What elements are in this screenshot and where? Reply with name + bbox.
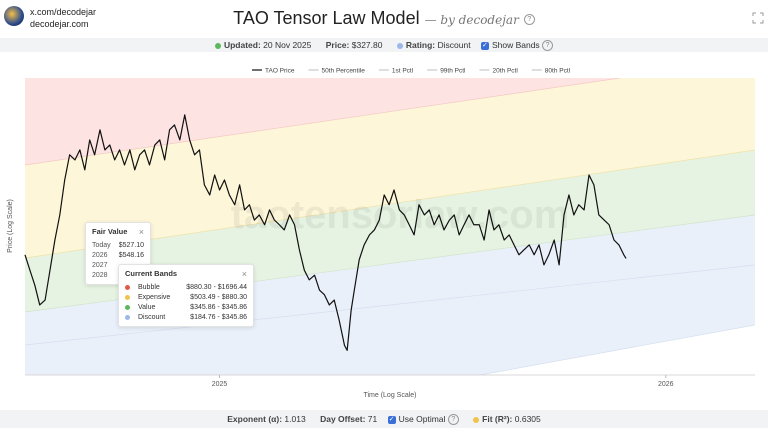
- fair-value-row: Today $527.10: [92, 240, 144, 250]
- band-dot: [125, 314, 130, 320]
- row-label: 2026: [92, 251, 108, 259]
- band-dot: [125, 304, 130, 310]
- row-label: Value: [138, 303, 156, 311]
- row-value: $548.16: [118, 251, 144, 259]
- legend-label: 80th Pctl: [545, 68, 571, 75]
- rating: Discount: [437, 40, 471, 50]
- popup-title: Fair Value: [92, 227, 128, 236]
- close-button[interactable]: ×: [138, 227, 144, 237]
- site-x[interactable]: x.com/decodejar: [30, 7, 97, 17]
- fair-value-row: 2028: [92, 270, 144, 280]
- status-dot: [214, 42, 221, 49]
- legend-label: TAO Price: [265, 68, 295, 75]
- updated-label: Updated:: [223, 40, 261, 50]
- expand-icon[interactable]: [752, 12, 764, 24]
- y-axis-label: Price (Log Scale): [7, 199, 14, 253]
- exponent-label: Exponent (α):: [227, 414, 283, 424]
- row-value: $345.86 - $345.86: [190, 303, 247, 311]
- band-edge: [25, 264, 755, 346]
- day-offset: 71: [367, 414, 378, 424]
- close-button[interactable]: ×: [241, 269, 247, 279]
- show-bands-checkbox[interactable]: ✓: [480, 41, 489, 50]
- fair-value-row: 2026 $548.16: [92, 250, 144, 260]
- help-icon[interactable]: ?: [542, 40, 554, 52]
- row-label: 2028: [92, 271, 108, 279]
- row-label: Today: [92, 241, 111, 249]
- status-bar: Updated: 20 Nov 2025 Price: $327.80 Rati…: [0, 38, 768, 52]
- show-bands[interactable]: Show Bands: [491, 40, 540, 50]
- updated: 20 Nov 2025: [263, 40, 312, 50]
- help-icon[interactable]: ?: [447, 414, 459, 426]
- fit-dot: [473, 416, 480, 423]
- legend: TAO Price 50th Percentile 1st Pctl 99th Pct…: [252, 68, 571, 75]
- legend-label: 50th Percentile: [322, 68, 366, 75]
- band-row: Bubble $880.30 - $1696.44: [125, 282, 247, 292]
- footer: Exponent (α): 1.013 Day Offset: 71 ✓ Use …: [0, 410, 768, 428]
- legend-label: 20th Pctl: [492, 68, 518, 75]
- help-icon[interactable]: ?: [523, 13, 535, 25]
- use-optimal[interactable]: Use Optimal: [398, 414, 446, 424]
- bands-popup: Current Bands × Bubble $880.30 - $1696.44…: [118, 264, 254, 327]
- rating-dot: [396, 42, 403, 49]
- title: TAO Tensor Law Model: [233, 8, 420, 28]
- site-web[interactable]: decodejar.com: [30, 19, 89, 29]
- band-rows: Bubble $880.30 - $1696.44 Expensive $503.49…: [125, 282, 247, 322]
- row-label: Bubble: [138, 283, 160, 291]
- use-optimal-checkbox[interactable]: ✓: [387, 415, 396, 424]
- row-value: $527.10: [118, 241, 144, 249]
- price-label: Price:: [325, 40, 350, 50]
- byline: — by decodejar: [424, 13, 519, 27]
- legend-label: 1st Pctl: [392, 68, 414, 75]
- band-row: Value $345.86 - $345.86: [125, 302, 247, 312]
- fit: 0.6305: [514, 414, 541, 424]
- title-block: TAO Tensor Law Model — by decodejar ?: [0, 8, 768, 29]
- row-label: 2027: [92, 261, 108, 269]
- x-tick-label: 2026: [658, 381, 674, 388]
- row-value: $503.49 - $880.30: [190, 293, 247, 301]
- price: $327.80: [351, 40, 383, 50]
- rating-label: Rating:: [405, 40, 436, 50]
- row-value: $880.30 - $1696.44: [186, 283, 247, 291]
- fair-value-row: 2027: [92, 260, 144, 270]
- band-edge: [479, 324, 755, 375]
- day-offset-label: Day Offset:: [320, 414, 366, 424]
- x-axis-label: Time (Log Scale): [363, 392, 416, 399]
- row-label: Discount: [138, 313, 166, 321]
- fair-value-rows: Today $527.10 2026 $548.16 2027 2028: [92, 240, 144, 280]
- watermark: taotensorlaw.com: [231, 193, 570, 237]
- band-discount: [25, 215, 755, 375]
- row-label: Expensive: [138, 293, 171, 301]
- popup-title: Current Bands: [125, 269, 178, 278]
- band-dot: [125, 294, 130, 300]
- band-expensive: [25, 78, 755, 258]
- band-edge: [25, 78, 621, 166]
- exponent: 1.013: [284, 414, 306, 424]
- row-value: $184.76 - $345.86: [190, 313, 247, 321]
- avatar: [4, 6, 24, 26]
- band-row: Expensive $503.49 - $880.30: [125, 292, 247, 302]
- header: x.com/decodejar decodejar.com TAO Tensor…: [0, 0, 768, 38]
- band-row: Discount $184.76 - $345.86: [125, 312, 247, 322]
- band-dot: [125, 284, 130, 290]
- fit-label: Fit (R²):: [482, 414, 513, 424]
- price-line: [24, 114, 627, 351]
- x-tick-label: 2025: [212, 381, 228, 388]
- legend-label: 99th Pctl: [440, 68, 466, 75]
